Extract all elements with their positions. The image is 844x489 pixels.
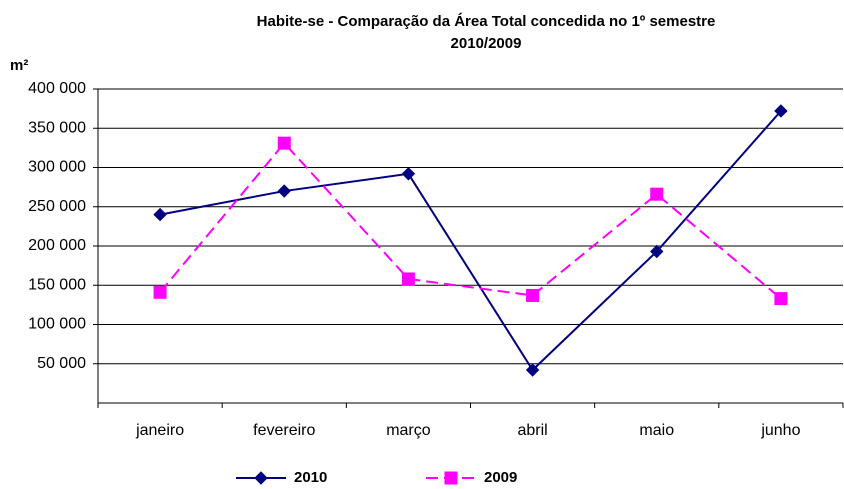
marker <box>401 272 415 286</box>
y-axis-label: m² <box>10 57 28 74</box>
legend-label: 2010 <box>294 469 327 486</box>
x-tick-label: janeiro <box>135 422 184 439</box>
marker <box>153 207 167 222</box>
marker <box>650 187 664 201</box>
x-tick-label: abril <box>517 422 547 439</box>
series-line <box>159 110 782 372</box>
marker <box>277 136 291 150</box>
legend-marker <box>444 471 458 485</box>
legend-marker <box>254 471 268 485</box>
chart-title: 2010/2009 <box>451 35 522 52</box>
marker <box>774 292 788 306</box>
marker <box>525 363 540 377</box>
marker <box>401 167 416 181</box>
y-tick-label: 100 000 <box>28 316 86 333</box>
y-tick-label: 250 000 <box>28 198 86 215</box>
x-tick-label: março <box>386 422 431 439</box>
marker <box>650 244 664 259</box>
y-tick-label: 150 000 <box>28 276 86 293</box>
marker <box>774 104 788 118</box>
marker <box>277 184 291 198</box>
marker <box>526 288 540 302</box>
series-line <box>159 141 782 300</box>
y-tick-label: 50 000 <box>37 355 86 372</box>
y-tick-label: 350 000 <box>28 119 86 136</box>
marker <box>153 285 167 299</box>
y-tick-label: 300 000 <box>28 159 86 176</box>
x-tick-label: junho <box>760 422 800 439</box>
y-tick-label: 400 000 <box>28 80 86 97</box>
x-tick-label: maio <box>639 422 674 439</box>
x-tick-label: fevereiro <box>253 422 315 439</box>
chart-title: Habite-se - Comparação da Área Total con… <box>257 13 716 30</box>
y-tick-label: 200 000 <box>28 237 86 254</box>
legend-label: 2009 <box>484 469 517 486</box>
